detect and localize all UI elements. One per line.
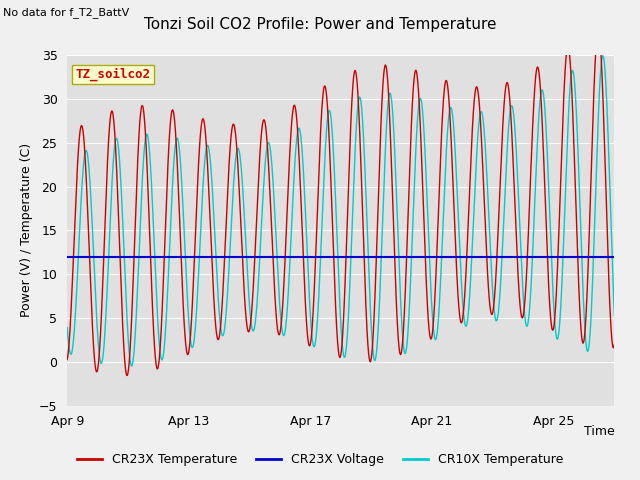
Text: TZ_soilco2: TZ_soilco2 (76, 68, 150, 81)
Text: Tonzi Soil CO2 Profile: Power and Temperature: Tonzi Soil CO2 Profile: Power and Temper… (144, 17, 496, 32)
Y-axis label: Power (V) / Temperature (C): Power (V) / Temperature (C) (20, 144, 33, 317)
Legend: CR23X Temperature, CR23X Voltage, CR10X Temperature: CR23X Temperature, CR23X Voltage, CR10X … (72, 448, 568, 471)
Text: No data for f_T2_BattV: No data for f_T2_BattV (3, 7, 129, 18)
Text: Time: Time (584, 425, 614, 438)
